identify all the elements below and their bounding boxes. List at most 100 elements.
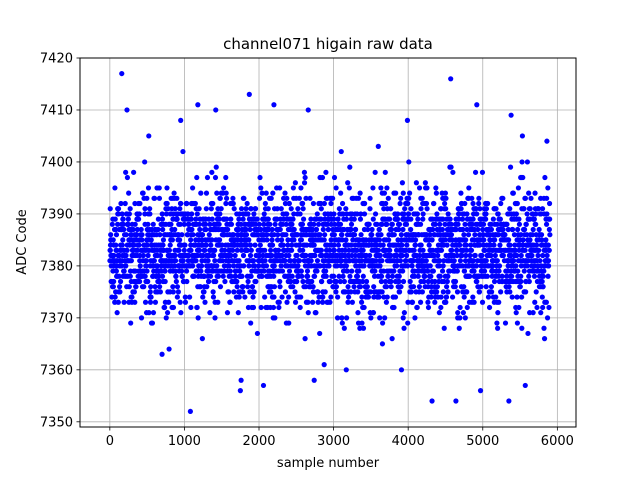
data-point	[333, 185, 339, 191]
data-point	[271, 294, 277, 300]
data-point	[396, 226, 402, 233]
data-point	[283, 221, 289, 227]
data-point	[245, 278, 251, 285]
data-point	[140, 252, 146, 259]
data-point	[118, 263, 125, 269]
data-point	[152, 284, 158, 290]
data-point	[304, 242, 310, 248]
data-point	[361, 263, 367, 269]
data-point	[286, 252, 292, 259]
data-point	[117, 278, 124, 285]
data-point	[228, 273, 234, 279]
data-point	[476, 200, 482, 207]
data-point	[524, 232, 530, 238]
data-point	[194, 174, 200, 181]
data-point	[236, 294, 242, 300]
data-point	[223, 174, 229, 181]
data-point	[367, 195, 373, 201]
data-point	[498, 289, 504, 295]
data-point	[131, 242, 137, 248]
data-point	[461, 284, 467, 290]
data-point	[315, 221, 322, 227]
data-point	[328, 237, 334, 243]
data-point	[318, 206, 324, 212]
data-point	[188, 247, 194, 253]
data-point	[212, 258, 218, 264]
data-point	[429, 237, 435, 243]
data-point	[539, 278, 545, 285]
data-point	[212, 247, 218, 253]
data-point	[455, 221, 461, 227]
data-point	[477, 242, 483, 248]
data-point	[296, 258, 303, 264]
data-point	[355, 289, 361, 295]
data-point	[471, 299, 477, 305]
data-point	[421, 278, 427, 285]
data-point	[472, 232, 478, 238]
data-point	[286, 294, 292, 300]
data-point	[427, 263, 433, 269]
data-point	[130, 226, 136, 233]
data-point	[405, 200, 411, 207]
data-point	[177, 221, 183, 227]
data-point	[331, 211, 337, 217]
data-point	[500, 226, 506, 233]
data-point	[159, 216, 166, 222]
data-point	[491, 278, 498, 285]
data-point	[159, 351, 165, 357]
data-point	[121, 268, 127, 274]
data-point	[262, 294, 268, 300]
data-point	[269, 242, 276, 248]
data-point	[471, 268, 477, 274]
data-point	[529, 252, 535, 259]
data-point	[524, 263, 530, 269]
data-point	[463, 242, 469, 248]
y-tick-label: 7350	[40, 415, 73, 430]
data-point	[295, 263, 301, 269]
data-point	[468, 247, 475, 253]
data-point	[415, 216, 421, 222]
data-point	[382, 315, 388, 321]
data-point	[520, 237, 526, 243]
data-point	[383, 299, 390, 305]
data-point	[366, 221, 372, 227]
data-point	[310, 200, 317, 207]
data-point	[540, 252, 546, 259]
data-point	[139, 232, 145, 238]
data-point	[351, 216, 357, 222]
data-point	[240, 252, 247, 259]
data-point	[409, 299, 416, 305]
data-point	[526, 273, 532, 279]
data-point	[412, 237, 419, 243]
data-point	[470, 258, 477, 264]
data-point	[243, 232, 250, 238]
data-point	[277, 284, 283, 290]
data-point	[420, 247, 426, 253]
data-point	[535, 206, 542, 212]
data-point	[321, 263, 327, 269]
data-point	[358, 258, 365, 264]
data-point	[141, 284, 147, 290]
data-point	[264, 237, 270, 243]
data-point	[411, 273, 418, 279]
data-point	[172, 258, 179, 264]
data-point	[480, 221, 487, 227]
data-point	[145, 278, 151, 285]
data-point	[116, 284, 123, 290]
data-point	[448, 164, 454, 170]
data-point	[367, 252, 373, 259]
data-point	[234, 284, 240, 290]
data-point	[440, 289, 446, 295]
data-point	[538, 310, 544, 316]
data-point	[142, 299, 149, 305]
data-point	[192, 200, 198, 207]
data-point	[323, 268, 329, 274]
data-point	[252, 206, 259, 212]
data-point	[490, 263, 496, 269]
data-point	[115, 299, 121, 305]
data-point	[447, 216, 453, 222]
data-point	[388, 252, 394, 259]
data-point	[376, 237, 383, 243]
data-point	[455, 310, 461, 316]
data-point	[179, 268, 185, 274]
